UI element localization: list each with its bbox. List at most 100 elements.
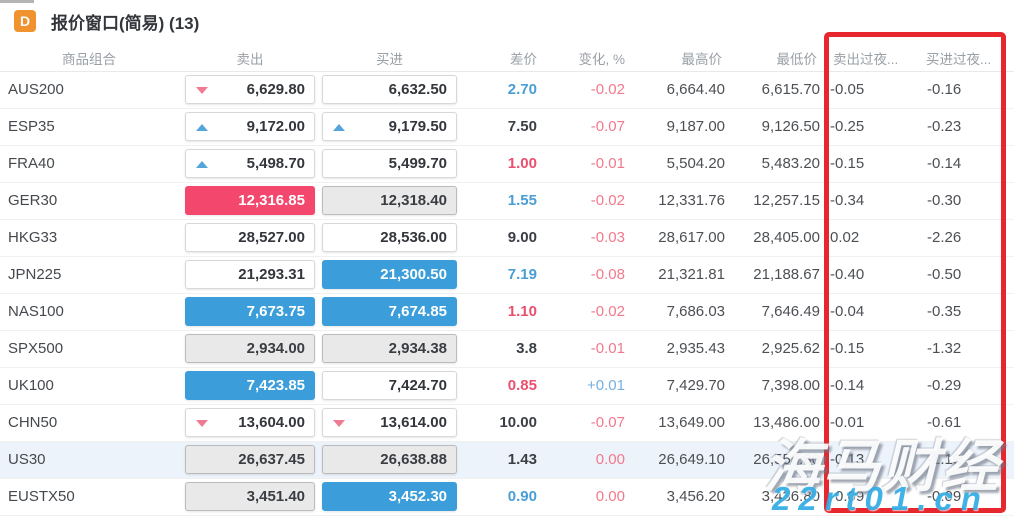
instrument-name: NAS100 [8, 303, 64, 320]
col-header-low[interactable]: 最低价 [776, 52, 818, 67]
col-header-change-percent[interactable]: 变化, % [578, 52, 625, 67]
quote-row-chn50[interactable]: CHN50 13,604.00 13,614.00 10.00 -0.07 13,649.… [0, 405, 1014, 442]
change-percent-value: -0.03 [590, 229, 625, 246]
low-price-value: 7,646.49 [761, 303, 820, 320]
down-arrow-icon [196, 420, 208, 427]
sell-price-button[interactable]: 9,172.00 [185, 112, 315, 141]
spread-value: 0.90 [507, 488, 537, 505]
sell-price-button[interactable]: 7,423.85 [185, 371, 315, 400]
quote-row-hkg33[interactable]: HKG33 28,527.00 28,536.00 9.00 -0.03 28,617.0… [0, 220, 1014, 257]
high-price-value: 5,504.20 [666, 155, 725, 172]
col-header-spread[interactable]: 差价 [510, 52, 537, 67]
sell-price-value: 26,637.45 [238, 451, 305, 468]
sell-price-button[interactable]: 13,604.00 [185, 408, 315, 437]
buy-price-value: 28,536.00 [380, 229, 447, 246]
sell-price-button[interactable]: 12,316.85 [185, 186, 315, 215]
col-header-high[interactable]: 最高价 [681, 52, 723, 67]
down-arrow-icon [196, 87, 208, 94]
up-arrow-icon [196, 124, 208, 131]
buy-price-button[interactable]: 6,632.50 [322, 75, 457, 104]
sell-price-button[interactable]: 21,293.31 [185, 260, 315, 289]
change-percent-value: 0.00 [595, 488, 625, 505]
quote-row-nas100[interactable]: NAS100 7,673.75 7,674.85 1.10 -0.02 7,686.03 7… [0, 294, 1014, 331]
buy-price-button[interactable]: 2,934.38 [322, 334, 457, 363]
sell-overnight-value: -0.34 [830, 192, 865, 209]
low-price-value: 7,398.00 [761, 377, 820, 394]
buy-price-value: 21,300.50 [380, 266, 447, 283]
high-price-value: 3,456.20 [666, 488, 725, 505]
buy-price-value: 6,632.50 [388, 81, 447, 98]
buy-price-button[interactable]: 13,614.00 [322, 408, 457, 437]
col-header-product[interactable]: 商品组合 [62, 52, 116, 67]
high-price-value: 21,321.81 [658, 266, 725, 283]
instrument-name: CHN50 [8, 414, 58, 431]
buy-overnight-value: -0.61 [927, 414, 962, 431]
buy-price-button[interactable]: 3,452.30 [322, 482, 457, 511]
title-bar: D 报价窗口(简易) (13) [14, 8, 199, 34]
buy-price-button[interactable]: 7,424.70 [322, 371, 457, 400]
sell-price-button[interactable]: 3,451.40 [185, 482, 315, 511]
sell-price-value: 2,934.00 [246, 340, 305, 357]
sell-price-value: 9,172.00 [246, 118, 305, 135]
quote-row-fra40[interactable]: FRA40 5,498.70 5,499.70 1.00 -0.01 5,504.20 5,… [0, 146, 1014, 183]
sell-price-value: 13,604.00 [238, 414, 305, 431]
quote-row-jpn225[interactable]: JPN225 21,293.31 21,300.50 7.19 -0.08 21,321.… [0, 257, 1014, 294]
up-arrow-icon [196, 161, 208, 168]
col-header-sell-overnight[interactable]: 卖出过夜... [833, 52, 899, 67]
buy-price-button[interactable]: 7,674.85 [322, 297, 457, 326]
buy-overnight-value: -0.35 [927, 303, 962, 320]
buy-price-button[interactable]: 12,318.40 [322, 186, 457, 215]
change-percent-value: +0.01 [587, 377, 625, 394]
col-header-buy-overnight[interactable]: 买进过夜... [926, 52, 992, 67]
up-arrow-icon [333, 124, 345, 131]
sell-price-button[interactable]: 2,934.00 [185, 334, 315, 363]
sell-price-value: 12,316.85 [238, 192, 305, 209]
col-header-sell[interactable]: 卖出 [236, 52, 264, 67]
buy-price-value: 9,179.50 [388, 118, 447, 135]
buy-price-button[interactable]: 5,499.70 [322, 149, 457, 178]
spread-value: 0.85 [507, 377, 537, 394]
window-edge-fragment [0, 0, 34, 3]
quote-row-ger30[interactable]: GER30 12,316.85 12,318.40 1.55 -0.02 12,331.7… [0, 183, 1014, 220]
buy-overnight-value: -0.14 [927, 155, 962, 172]
instrument-name: AUS200 [8, 81, 64, 98]
sell-price-button[interactable]: 28,527.00 [185, 223, 315, 252]
quote-row-us30[interactable]: US30 26,637.45 26,638.88 1.43 0.00 26,649.10 2… [0, 442, 1014, 479]
low-price-value: 2,925.62 [761, 340, 820, 357]
change-percent-value: -0.01 [590, 340, 625, 357]
buy-price-button[interactable]: 28,536.00 [322, 223, 457, 252]
instrument-name: ESP35 [8, 118, 55, 135]
change-percent-value: -0.02 [590, 192, 625, 209]
instrument-name: JPN225 [8, 266, 62, 283]
high-price-value: 12,331.76 [658, 192, 725, 209]
quote-row-uk100[interactable]: UK100 7,423.85 7,424.70 0.85 +0.01 7,429.70 7,… [0, 368, 1014, 405]
sell-price-button[interactable]: 6,629.80 [185, 75, 315, 104]
instrument-name: UK100 [8, 377, 54, 394]
quote-row-eustx50[interactable]: EUSTX50 3,451.40 3,452.30 0.90 0.00 3,456.20 3… [0, 479, 1014, 516]
spread-value: 1.43 [507, 451, 537, 468]
quote-row-spx500[interactable]: SPX500 2,934.00 2,934.38 3.8 -0.01 2,935.43 2,… [0, 331, 1014, 368]
low-price-value: 9,126.50 [761, 118, 820, 135]
sell-price-button[interactable]: 7,673.75 [185, 297, 315, 326]
sell-overnight-value: -0.40 [830, 266, 865, 283]
buy-price-button[interactable]: 9,179.50 [322, 112, 457, 141]
sell-price-button[interactable]: 26,637.45 [185, 445, 315, 474]
buy-price-button[interactable]: 26,638.88 [322, 445, 457, 474]
buy-overnight-value: -1.19 [927, 451, 962, 468]
quote-row-esp35[interactable]: ESP35 9,172.00 9,179.50 7.50 -0.07 9,187.00 9,… [0, 109, 1014, 146]
change-percent-value: -0.02 [590, 81, 625, 98]
low-price-value: 5,483.20 [761, 155, 820, 172]
col-header-buy[interactable]: 买进 [376, 52, 403, 67]
spread-value: 10.00 [499, 414, 537, 431]
buy-price-value: 12,318.40 [380, 192, 447, 209]
buy-overnight-value: -0.50 [927, 266, 962, 283]
buy-price-value: 7,424.70 [388, 377, 447, 394]
buy-price-button[interactable]: 21,300.50 [322, 260, 457, 289]
buy-overnight-value: -0.29 [927, 377, 962, 394]
buy-price-value: 5,499.70 [388, 155, 447, 172]
high-price-value: 2,935.43 [666, 340, 725, 357]
buy-price-value: 3,452.30 [388, 488, 447, 505]
high-price-value: 7,429.70 [666, 377, 725, 394]
quote-row-aus200[interactable]: AUS200 6,629.80 6,632.50 2.70 -0.02 6,664.40 6… [0, 72, 1014, 109]
sell-price-button[interactable]: 5,498.70 [185, 149, 315, 178]
